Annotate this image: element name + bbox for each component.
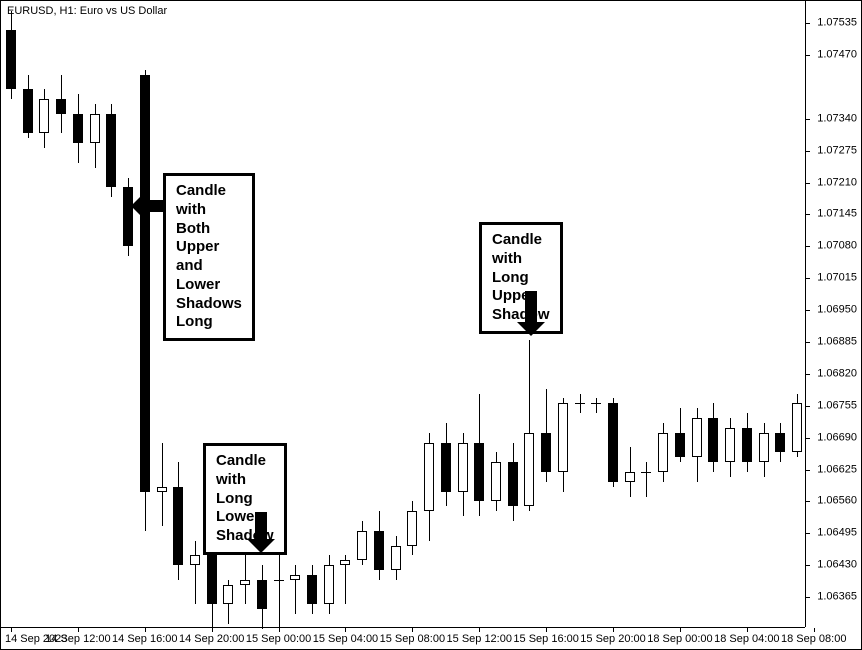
candle-body [725,428,735,462]
x-tick-label: 15 Sep 16:00 [513,633,578,645]
candle-body [6,30,16,89]
y-tick-label: 1.07470 [817,49,857,60]
candle-body [357,531,367,560]
x-tick-label: 14 Sep 12:00 [45,633,110,645]
candle-body [90,114,100,143]
candle-wick [646,462,647,496]
y-axis: 1.07535 1.07470 1.07340 1.07275 1.07210 1.071… [805,1,861,627]
x-tick-label: 18 Sep 04:00 [714,633,779,645]
arrow-icon [515,289,549,338]
y-tick-label: 1.07340 [817,113,857,124]
x-tick-label: 14 Sep 16:00 [112,633,177,645]
candle-wick [195,541,196,605]
candle-body [324,565,334,604]
x-tick-label: 15 Sep 04:00 [313,633,378,645]
candle-body [658,433,668,472]
candle-body [675,433,685,458]
x-axis: 14 Sep 202314 Sep 12:0014 Sep 16:0014 Se… [1,627,805,649]
candle-body [340,560,350,565]
candle-doji [575,403,585,404]
chart-container: EURUSD, H1: Euro vs US Dollar Candle wit… [0,0,862,650]
y-tick-label: 1.06365 [817,592,857,603]
candle-body [524,433,534,507]
candle-doji [591,403,601,404]
y-tick-label: 1.07275 [817,145,857,156]
arrow-icon [245,510,279,555]
candle-body [458,443,468,492]
candle-body [290,575,300,580]
candle-body [73,114,83,143]
candle-body [742,428,752,462]
y-tick-label: 1.07015 [817,273,857,284]
candle-body [56,99,66,114]
candle-body [491,462,501,501]
x-tick-label: 14 Sep 20:00 [179,633,244,645]
candle-body [759,433,769,462]
y-tick-label: 1.06430 [817,560,857,571]
x-tick-label: 15 Sep 20:00 [580,633,645,645]
plot-area: Candle with Both Upper and Lower Shadows… [1,1,805,627]
arrow-icon [129,190,165,224]
candle-body [708,418,718,462]
candle-body [223,585,233,605]
candle-body [625,472,635,482]
candle-body [541,433,551,472]
y-tick-label: 1.06755 [817,400,857,411]
x-tick-label: 15 Sep 00:00 [246,633,311,645]
candle-body [558,403,568,472]
x-tick-label: 15 Sep 12:00 [447,633,512,645]
candle-body [391,546,401,571]
candle-body [257,580,267,609]
candle-body [106,114,116,188]
y-tick-label: 1.06495 [817,528,857,539]
y-tick-label: 1.07080 [817,241,857,252]
candle-body [23,89,33,133]
candle-body [424,443,434,512]
y-tick-label: 1.06625 [817,464,857,475]
candle-body [407,511,417,545]
candle-doji [641,472,651,473]
candle-body [39,99,49,133]
candle-body [692,418,702,457]
x-tick-label: 18 Sep 00:00 [647,633,712,645]
candle-body [608,403,618,482]
candle-body [190,555,200,565]
candle-wick [596,398,597,413]
y-tick-label: 1.06885 [817,336,857,347]
candle-body [441,443,451,492]
candle-body [240,580,250,585]
candle-body [374,531,384,570]
candle-body [792,403,802,452]
y-tick-label: 1.06950 [817,305,857,316]
candle-body [775,433,785,453]
y-tick-label: 1.06560 [817,496,857,507]
candle-body [173,487,183,566]
candle-wick [162,443,163,526]
candle-body [157,487,167,492]
x-tick-label: 15 Sep 08:00 [380,633,445,645]
y-tick-label: 1.06820 [817,368,857,379]
candle-body [207,555,217,604]
candle-doji [274,580,284,581]
candle-body [307,575,317,604]
candle-wick [279,555,280,629]
x-tick-label: 18 Sep 08:00 [781,633,846,645]
y-tick-label: 1.07535 [817,18,857,29]
candle-body [508,462,518,506]
y-tick-label: 1.07210 [817,177,857,188]
y-tick-label: 1.07145 [817,209,857,220]
y-tick-label: 1.06690 [817,432,857,443]
candle-wick [295,565,296,614]
annotation-box: Candle with Both Upper and Lower Shadows… [163,173,255,341]
candle-body [474,443,484,502]
candle-body [140,75,150,492]
